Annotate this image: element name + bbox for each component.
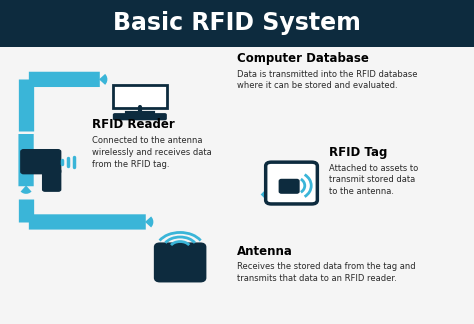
Text: Antenna: Antenna	[237, 245, 293, 258]
Text: Connected to the antenna
wirelessly and receives data
from the RFID tag.: Connected to the antenna wirelessly and …	[92, 136, 212, 169]
Text: Receives the stored data from the tag and
transmits that data to an RFID reader.: Receives the stored data from the tag an…	[237, 262, 416, 283]
Text: RFID Reader: RFID Reader	[92, 118, 175, 131]
FancyBboxPatch shape	[113, 85, 166, 109]
Text: Computer Database: Computer Database	[237, 52, 369, 65]
Text: Basic RFID System: Basic RFID System	[113, 11, 361, 36]
FancyBboxPatch shape	[265, 162, 318, 204]
Text: Data is transmitted into the RFID database
where it can be stored and evaluated.: Data is transmitted into the RFID databa…	[237, 70, 418, 90]
Text: Attached to assets to
transmit stored data
to the antenna.: Attached to assets to transmit stored da…	[329, 164, 419, 196]
FancyBboxPatch shape	[155, 244, 205, 281]
FancyBboxPatch shape	[43, 169, 61, 191]
FancyBboxPatch shape	[21, 150, 61, 174]
FancyBboxPatch shape	[0, 0, 474, 47]
FancyBboxPatch shape	[280, 180, 299, 193]
Text: RFID Tag: RFID Tag	[329, 146, 388, 159]
FancyBboxPatch shape	[113, 114, 166, 120]
